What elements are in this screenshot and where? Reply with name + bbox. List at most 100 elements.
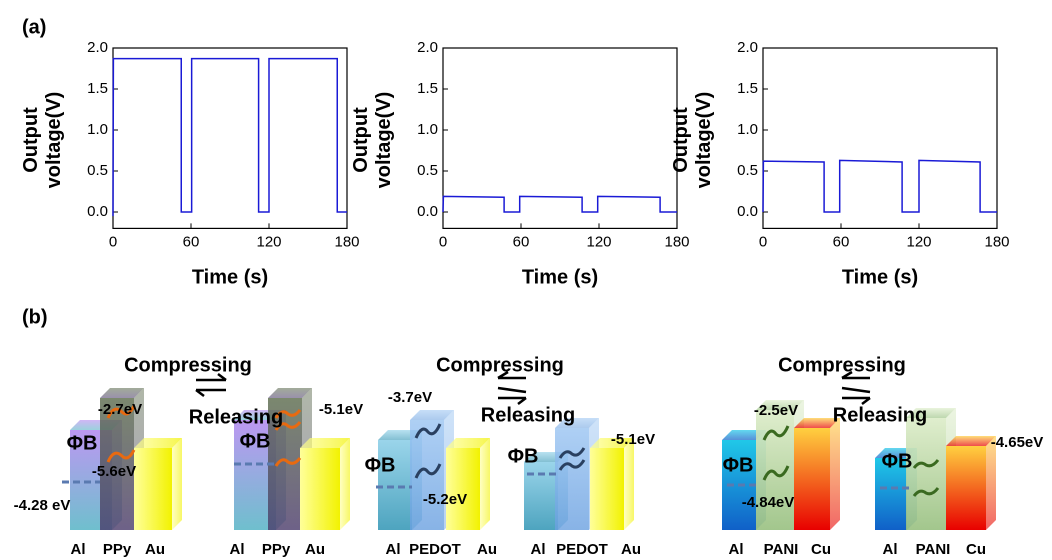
x-tick-label: 0	[109, 233, 117, 250]
x-tick-label: 120	[586, 233, 611, 250]
block-side	[340, 438, 350, 530]
block-front	[100, 398, 134, 530]
diagram-label: Al	[729, 541, 744, 558]
diagram-label: Au	[305, 541, 325, 558]
block-side	[986, 436, 996, 530]
x-axis-label: Time (s)	[192, 267, 268, 289]
diagram-label: PPy	[103, 541, 132, 558]
diagram-label: Au	[145, 541, 165, 558]
diagram-label: -2.7eV	[98, 401, 142, 418]
block-top	[100, 388, 144, 398]
block-front	[794, 428, 830, 530]
plot-frame	[442, 47, 678, 229]
block-front	[906, 418, 946, 530]
block-front	[300, 448, 340, 530]
exchange-arrows	[195, 370, 871, 405]
x-tick-label: 0	[759, 233, 767, 250]
diagram-label: Al	[230, 541, 245, 558]
diagram-label: ΦB	[882, 450, 913, 472]
diagram-label: Al	[71, 541, 86, 558]
block-side	[480, 438, 490, 530]
diagram-label: -5.2eV	[423, 491, 467, 508]
block-side	[172, 438, 182, 530]
x-axis-label: Time (s)	[842, 267, 918, 289]
block-front	[946, 446, 986, 530]
diagram-label: Al	[531, 541, 546, 558]
diagram-label: -5.1eV	[611, 431, 655, 448]
data-line	[442, 195, 677, 213]
x-tick-label: 60	[833, 233, 850, 250]
panel-label: (a)	[22, 16, 46, 38]
diagram-label: Cu	[811, 541, 831, 558]
block-top	[268, 388, 312, 398]
diagram-label: PEDOT	[409, 541, 461, 558]
block-top	[300, 438, 350, 448]
diagram-label: ΦB	[240, 430, 271, 452]
x-tick-label: 120	[256, 233, 281, 250]
block-front	[524, 462, 558, 530]
y-axis-label: Output voltage(V)	[350, 91, 395, 189]
diagram-label: PPy	[262, 541, 291, 558]
y-tick-label: 0.5	[87, 162, 108, 179]
diagram-label: Al	[386, 541, 401, 558]
block-top	[410, 410, 454, 420]
diagram-label: Compressing	[124, 354, 252, 376]
y-tick-label: 0.5	[737, 162, 758, 179]
data-line	[112, 57, 347, 217]
y-tick-label: 0.0	[417, 203, 438, 220]
diagram-label: PEDOT	[556, 541, 608, 558]
diagram-label: Compressing	[436, 354, 564, 376]
block-top	[756, 400, 804, 410]
x-tick-label: 180	[334, 233, 359, 250]
y-tick-label: 0.0	[737, 203, 758, 220]
block-side	[624, 438, 634, 530]
data-line	[762, 159, 997, 213]
diagram-label: Releasing	[481, 404, 575, 426]
diagram-label: Au	[621, 541, 641, 558]
diagram-label: -4.84eV	[742, 494, 795, 511]
block-front	[875, 458, 907, 530]
block-front	[446, 448, 480, 530]
energy-curves	[106, 405, 940, 497]
x-tick-label: 60	[513, 233, 530, 250]
y-tick-label: 0.0	[87, 203, 108, 220]
diagram-label: ΦB	[67, 432, 98, 454]
diagram-label: Releasing	[833, 404, 927, 426]
diagram-label: ΦB	[365, 454, 396, 476]
diagram-label: PANI	[764, 541, 799, 558]
x-tick-label: 180	[664, 233, 689, 250]
block-top	[722, 430, 766, 440]
x-axis-label: Time (s)	[522, 267, 598, 289]
block-top	[590, 438, 634, 448]
block-top	[794, 418, 840, 428]
barrier-lines	[62, 462, 912, 490]
diagram-label: Compressing	[778, 354, 906, 376]
diagram-label: -4.65eV	[991, 434, 1044, 451]
y-tick-label: 1.0	[87, 121, 108, 138]
y-axis-label: Output voltage(V)	[20, 91, 65, 189]
block-top	[134, 438, 182, 448]
diagram-label: ΦB	[723, 454, 754, 476]
diagram-label: -4.28 eV	[14, 497, 71, 514]
diagram-label: Cu	[966, 541, 986, 558]
block-top	[906, 408, 956, 418]
y-tick-label: 1.5	[417, 80, 438, 97]
y-tick-label: 1.5	[87, 80, 108, 97]
plot-frame	[762, 47, 998, 229]
diagram-label: Al	[883, 541, 898, 558]
x-tick-label: 0	[439, 233, 447, 250]
diagram-label: PANI	[916, 541, 951, 558]
y-axis-label: Output voltage(V)	[670, 91, 715, 189]
diagram-label: ΦB	[508, 445, 539, 467]
x-tick-label: 120	[906, 233, 931, 250]
block-front	[590, 448, 624, 530]
diagram-label: -2.5eV	[754, 402, 798, 419]
plot-frame	[112, 47, 348, 229]
diagram-label: Releasing	[189, 406, 283, 428]
diagram-label: -5.1eV	[319, 401, 363, 418]
diagram-label: -5.6eV	[92, 463, 136, 480]
y-tick-label: 0.5	[417, 162, 438, 179]
block-front	[378, 440, 412, 530]
